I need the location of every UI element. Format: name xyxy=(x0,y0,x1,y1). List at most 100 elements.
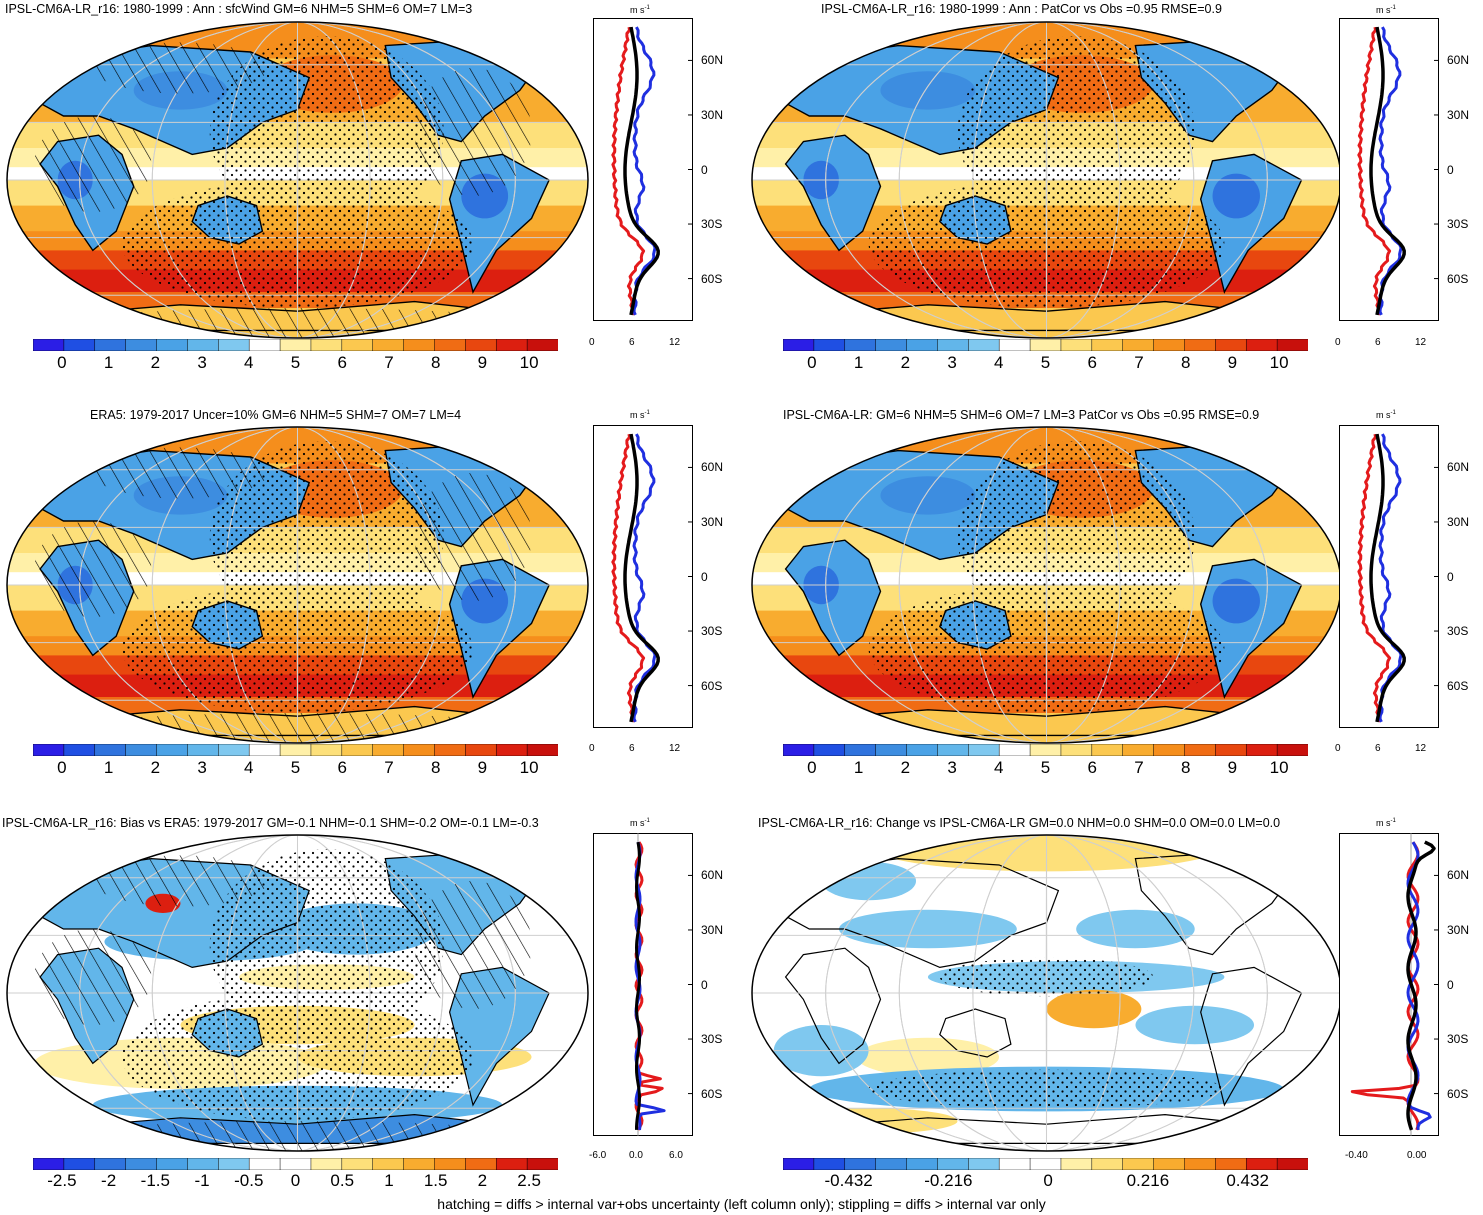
continent-outline xyxy=(1200,966,1303,1107)
profile-x-labels-panel-2: 0 6 12 xyxy=(1335,337,1439,353)
colorbar-swatch xyxy=(1060,1158,1093,1170)
colorbar-tick-label: 4 xyxy=(244,758,254,777)
colorbar-swatch xyxy=(1245,1158,1278,1170)
colorbar-swatch xyxy=(218,744,250,756)
colorbar-tick-label: 7 xyxy=(384,353,394,372)
colorbar-swatch xyxy=(218,1158,250,1170)
colorbar-tick-label: 2 xyxy=(477,1171,488,1190)
colorbar-swatch xyxy=(998,339,1031,351)
colorbar-tick-label: -2.5 xyxy=(47,1171,77,1190)
panel-title: IPSL-CM6A-LR_r16: 1980-1999 : Ann : sfcW… xyxy=(5,2,473,16)
profile-lat-tick-label: 30N xyxy=(1447,107,1470,122)
colorbar-swatch xyxy=(248,339,281,351)
colorbar-swatch xyxy=(968,744,1000,756)
colorbar-tick-label: 9 xyxy=(477,353,488,372)
colorbar-swatch xyxy=(156,744,188,756)
colorbar-swatch xyxy=(813,339,846,351)
profile-lat-labels-panel-5: 60N 30N 0 30S 60S xyxy=(697,833,741,1136)
profile-x-labels-panel-1: 0 6 12 xyxy=(589,337,693,353)
profile-x-tick-label: 12 xyxy=(669,743,681,754)
profile-line-mean xyxy=(1406,840,1436,1131)
colorbar-tick-label: 2 xyxy=(150,758,161,777)
colorbar-labels-panel-4: 0 1 2 3 4 5 6 7 8 9 10 xyxy=(783,758,1308,782)
colorbar-tick-label: 9 xyxy=(1227,353,1238,372)
profile-lat-tick-label: 60S xyxy=(701,1086,723,1101)
colorbar-swatch xyxy=(403,744,436,756)
profile-x-tick-label: 0 xyxy=(589,743,595,754)
colorbar-tick-label: 0 xyxy=(1043,1171,1053,1190)
colorbar-tick-label: 10 xyxy=(1269,353,1289,372)
colorbar-swatch xyxy=(1029,1158,1062,1170)
profile-unit-panel-6: m s-1 xyxy=(1376,818,1396,828)
colorbar-swatch xyxy=(1091,1158,1124,1170)
colorbar-tick-label: 3 xyxy=(197,353,207,372)
colorbar-tick-label: 6 xyxy=(1087,758,1097,777)
colorbar-swatch xyxy=(1153,339,1186,351)
colorbar-panel-2 xyxy=(783,339,1308,351)
profile-lat-tick-label: 30S xyxy=(701,624,723,639)
colorbar-swatch xyxy=(495,339,528,351)
profile-line-model xyxy=(1357,26,1392,316)
profile-x-tick-label: 0 xyxy=(1335,337,1341,348)
colorbar-swatch xyxy=(156,339,188,351)
panel-title: ERA5: 1979-2017 Uncer=10% GM=6 NHM=5 SHM… xyxy=(90,408,462,422)
profile-lat-tick-label: 30N xyxy=(701,107,724,122)
profile-x-tick-label: 12 xyxy=(1415,337,1427,348)
colorbar-swatch xyxy=(1215,1158,1247,1170)
zonal-profile-panel-2 xyxy=(1339,18,1439,321)
profile-line-model xyxy=(611,433,646,723)
profile-x-labels-panel-6: -0.40 0.00 xyxy=(1339,1150,1439,1166)
colorbar-swatch xyxy=(968,1158,1000,1170)
colorbar-tick-label: 5 xyxy=(290,758,301,777)
colorbar-swatch xyxy=(434,1158,466,1170)
colorbar-swatch xyxy=(403,339,436,351)
colorbar-swatch xyxy=(1029,339,1062,351)
zonal-profile-panel-4 xyxy=(1339,425,1439,728)
colorbar-swatch xyxy=(187,1158,219,1170)
colorbar-swatch xyxy=(372,339,405,351)
colorbar-tick-label: -2 xyxy=(101,1171,117,1190)
colorbar-swatch xyxy=(1091,744,1124,756)
profile-lat-tick-label: 60N xyxy=(701,460,724,475)
colorbar-tick-label: 10 xyxy=(519,353,539,372)
colorbar-swatch xyxy=(495,1158,528,1170)
colorbar-swatch xyxy=(63,339,96,351)
colorbar-swatch xyxy=(248,744,281,756)
panel-title: IPSL-CM6A-LR: GM=6 NHM=5 SHM=6 OM=7 LM=3… xyxy=(783,408,1260,422)
colorbar-swatch xyxy=(372,744,405,756)
colorbar-tick-label: -0.432 xyxy=(824,1171,873,1190)
colorbar-swatch xyxy=(906,744,938,756)
colorbar-tick-label: 2 xyxy=(150,353,161,372)
colorbar-labels-panel-2: 0 1 2 3 4 5 6 7 8 9 10 xyxy=(783,353,1308,377)
profile-lat-labels-panel-3: 60N 30N 0 30S 60S xyxy=(697,425,741,728)
colorbar-swatch xyxy=(937,339,969,351)
colorbar-tick-label: 5 xyxy=(1040,353,1051,372)
panel-1: IPSL-CM6A-LR_r16: 1980-1999 : Ann : sfcW… xyxy=(0,0,741,400)
profile-x-labels-panel-4: 0 6 12 xyxy=(1335,743,1439,759)
profile-x-tick-label: 0.0 xyxy=(629,1150,643,1161)
profile-x-tick-label: 6.0 xyxy=(669,1150,683,1161)
profile-line-obs xyxy=(1378,433,1403,723)
colorbar-swatch xyxy=(341,744,374,756)
colorbar-swatch xyxy=(1215,339,1247,351)
colorbar-swatch xyxy=(310,339,343,351)
colorbar-tick-label: 5 xyxy=(290,353,301,372)
profile-unit-panel-5: m s-1 xyxy=(630,818,650,828)
colorbar-labels-panel-6: -0.432 -0.216 0 0.216 0.432 xyxy=(783,1171,1308,1195)
colorbar-tick-label: 0.216 xyxy=(1126,1171,1170,1190)
profile-line-mean xyxy=(635,841,641,1130)
colorbar-tick-label: 1 xyxy=(853,353,864,372)
map-panel-4 xyxy=(751,426,1342,744)
profile-lat-tick-label: 0 xyxy=(1447,977,1454,992)
colorbar-swatch xyxy=(783,339,815,351)
zonal-profile-panel-1 xyxy=(593,18,693,321)
colorbar-tick-label: 9 xyxy=(477,758,488,777)
profile-x-tick-label: 6 xyxy=(629,743,635,754)
colorbar-swatch xyxy=(434,339,466,351)
colorbar-swatch xyxy=(1184,744,1216,756)
profile-lat-tick-label: 30N xyxy=(1447,514,1470,529)
colorbar-swatch xyxy=(1215,744,1247,756)
colorbar-swatch xyxy=(1245,339,1278,351)
figure-footnote: hatching = diffs > internal var+obs unce… xyxy=(437,1196,1046,1212)
panel-4: IPSL-CM6A-LR: GM=6 NHM=5 SHM=6 OM=7 LM=3… xyxy=(741,405,1483,805)
